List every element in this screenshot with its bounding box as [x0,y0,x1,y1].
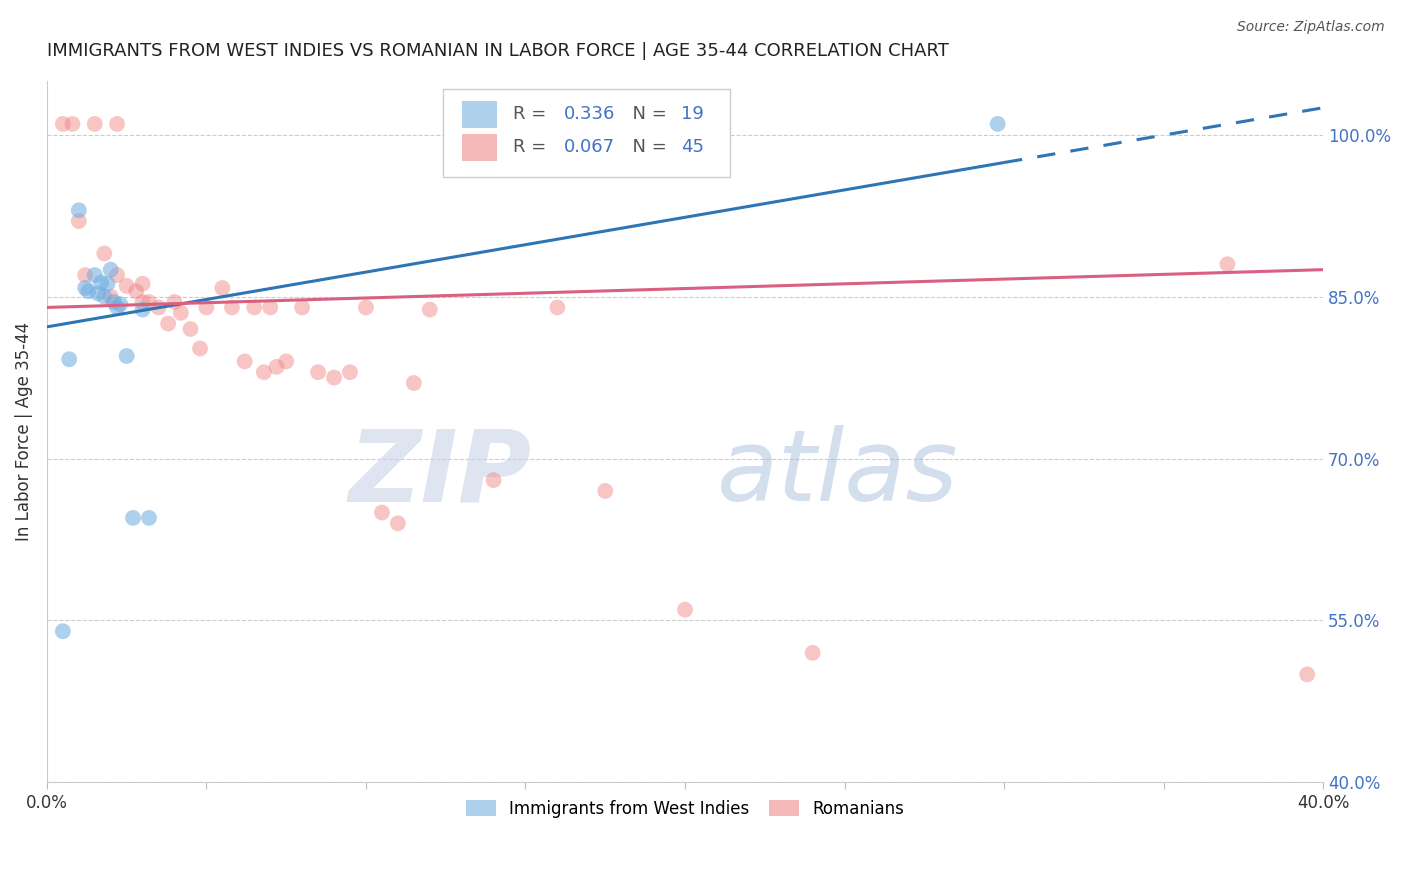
Point [93,246,115,260]
Point [125,285,148,299]
Point [546,301,568,315]
Point [188,342,211,356]
Point [179,322,201,336]
Point [195,301,218,315]
Point [52,624,75,639]
Point [96,277,118,291]
Point [801,646,824,660]
Point [52,117,75,131]
Point [67,203,90,218]
Point [419,302,441,317]
Point [105,268,128,282]
Point [323,370,346,384]
Point [90,276,112,290]
Point [83,117,105,131]
Point [402,376,425,390]
Point [371,506,394,520]
Text: R =: R = [513,105,551,123]
Point [77,285,100,299]
Point [58,352,80,367]
Point [157,317,180,331]
Point [100,262,122,277]
Point [291,301,314,315]
Point [62,117,84,131]
Text: IMMIGRANTS FROM WEST INDIES VS ROMANIAN IN LABOR FORCE | AGE 35-44 CORRELATION C: IMMIGRANTS FROM WEST INDIES VS ROMANIAN … [46,42,949,60]
Point [987,117,1010,131]
Point [131,277,153,291]
Text: ZIP: ZIP [349,425,531,522]
Point [276,354,298,368]
Point [75,268,97,282]
Point [221,301,243,315]
Point [131,302,153,317]
Point [105,301,128,315]
FancyBboxPatch shape [443,89,730,177]
Point [233,354,256,368]
Text: 19: 19 [681,105,704,123]
FancyBboxPatch shape [461,101,498,128]
FancyBboxPatch shape [461,134,498,161]
Text: 0.067: 0.067 [564,138,614,156]
Point [163,295,186,310]
Point [1216,257,1239,271]
Point [259,301,281,315]
Point [148,301,170,315]
Point [131,295,153,310]
Point [115,278,138,293]
Point [138,511,160,525]
Point [93,290,115,304]
Point [170,306,193,320]
Point [115,349,138,363]
Point [87,286,110,301]
Text: R =: R = [513,138,551,156]
Point [673,602,696,616]
Point [83,268,105,282]
Text: N =: N = [621,105,672,123]
Point [122,511,145,525]
Point [243,301,266,315]
Y-axis label: In Labor Force | Age 35-44: In Labor Force | Age 35-44 [15,322,32,541]
Point [253,365,276,379]
Point [103,295,125,310]
Point [482,473,505,487]
Text: atlas: atlas [717,425,959,522]
Point [387,516,409,531]
Legend: Immigrants from West Indies, Romanians: Immigrants from West Indies, Romanians [458,793,911,824]
Point [266,359,288,374]
Text: 45: 45 [681,138,704,156]
Point [307,365,329,379]
Point [1296,667,1319,681]
Text: 0.336: 0.336 [564,105,616,123]
Point [211,281,233,295]
Point [110,297,132,311]
Point [593,483,616,498]
Point [354,301,377,315]
Point [100,290,122,304]
Text: N =: N = [621,138,672,156]
Point [105,117,128,131]
Point [138,295,160,310]
Point [339,365,361,379]
Point [75,281,97,295]
Point [67,214,90,228]
Text: Source: ZipAtlas.com: Source: ZipAtlas.com [1237,20,1385,34]
